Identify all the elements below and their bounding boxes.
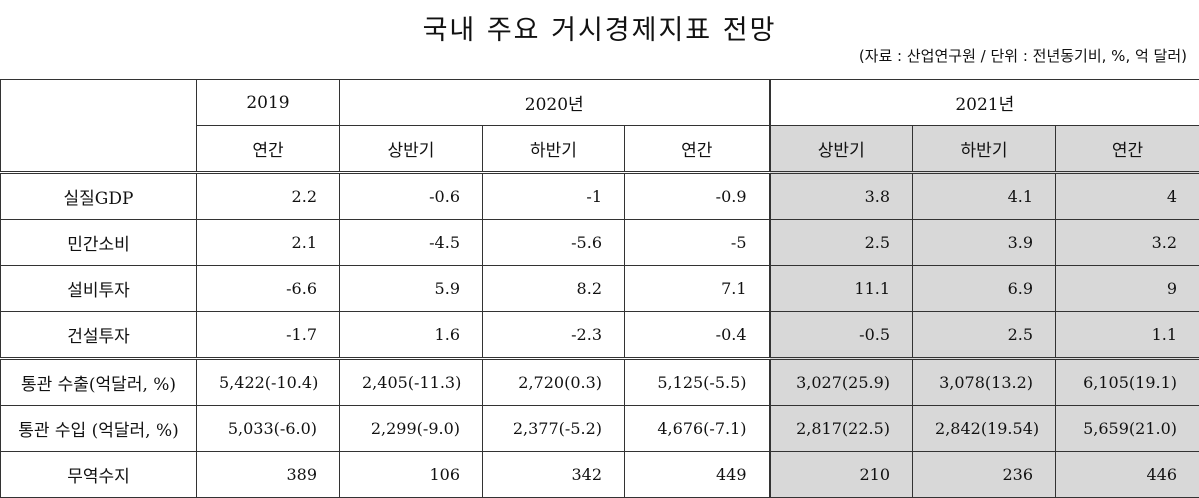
table-cell: 5.9	[340, 266, 483, 312]
table-cell: 2.5	[913, 312, 1056, 359]
header-annual-2021: 연간	[1056, 126, 1199, 173]
table-cell: 6.9	[913, 266, 1056, 312]
table-cell: -5	[625, 220, 770, 266]
table-cell: 389	[197, 452, 340, 498]
page-title: 국내 주요 거시경제지표 전망	[0, 8, 1199, 47]
table-cell: 2,405(-11.3)	[340, 359, 483, 406]
table-cell: 7.1	[625, 266, 770, 312]
table-cell: 8.2	[483, 266, 625, 312]
header-h2-2020: 하반기	[483, 126, 625, 173]
table-cell: 4	[1056, 173, 1199, 220]
table-cell: -2.3	[483, 312, 625, 359]
table-cell: 3.9	[913, 220, 1056, 266]
table-cell: -0.5	[770, 312, 913, 359]
table-cell: 3,027(25.9)	[770, 359, 913, 406]
table-cell: -1.7	[197, 312, 340, 359]
table-cell: 2,817(22.5)	[770, 406, 913, 452]
table-cell: -4.5	[340, 220, 483, 266]
table-cell: 2.1	[197, 220, 340, 266]
table-cell: 2,720(0.3)	[483, 359, 625, 406]
table-cell: 2.2	[197, 173, 340, 220]
table-cell: 2.5	[770, 220, 913, 266]
header-annual-2020: 연간	[625, 126, 770, 173]
header-corner-cell	[1, 80, 197, 173]
table-cell: 9	[1056, 266, 1199, 312]
table-cell: 446	[1056, 452, 1199, 498]
table-cell: 342	[483, 452, 625, 498]
row-label: 설비투자	[1, 266, 197, 312]
table-cell: 2,299(-9.0)	[340, 406, 483, 452]
table-cell: -6.6	[197, 266, 340, 312]
row-label: 실질GDP	[1, 173, 197, 220]
row-label: 무역수지	[1, 452, 197, 498]
table-cell: 3.8	[770, 173, 913, 220]
table-cell: -0.6	[340, 173, 483, 220]
table-cell: 236	[913, 452, 1056, 498]
header-year-2019: 2019	[197, 80, 340, 126]
table-cell: 1.1	[1056, 312, 1199, 359]
header-annual-2019: 연간	[197, 126, 340, 173]
table-cell: 4.1	[913, 173, 1056, 220]
table-cell: -0.4	[625, 312, 770, 359]
table-row: 통관 수입 (억달러, %)5,033(-6.0)2,299(-9.0)2,37…	[1, 406, 1199, 452]
table-cell: 106	[340, 452, 483, 498]
table-cell: 2,377(-5.2)	[483, 406, 625, 452]
table-cell: 2,842(19.54)	[913, 406, 1056, 452]
header-row-years: 2019 2020년 2021년	[1, 80, 1199, 126]
header-h1-2020: 상반기	[340, 126, 483, 173]
row-label: 건설투자	[1, 312, 197, 359]
table-cell: 5,033(-6.0)	[197, 406, 340, 452]
table-cell: 11.1	[770, 266, 913, 312]
indicator-table: 2019 2020년 2021년 연간 상반기 하반기 연간 상반기 하반기 연…	[0, 79, 1199, 498]
row-label: 통관 수출(억달러, %)	[1, 359, 197, 406]
table-cell: 3,078(13.2)	[913, 359, 1056, 406]
table-cell: 5,125(-5.5)	[625, 359, 770, 406]
row-label: 통관 수입 (억달러, %)	[1, 406, 197, 452]
row-label: 민간소비	[1, 220, 197, 266]
header-h1-2021: 상반기	[770, 126, 913, 173]
header-h2-2021: 하반기	[913, 126, 1056, 173]
table-cell: -1	[483, 173, 625, 220]
header-year-2021: 2021년	[770, 80, 1199, 126]
table-cell: 210	[770, 452, 913, 498]
table-cell: 3.2	[1056, 220, 1199, 266]
table-cell: 1.6	[340, 312, 483, 359]
header-year-2020: 2020년	[340, 80, 770, 126]
table-cell: -0.9	[625, 173, 770, 220]
table-cell: -5.6	[483, 220, 625, 266]
table-cell: 6,105(19.1)	[1056, 359, 1199, 406]
table-cell: 4,676(-7.1)	[625, 406, 770, 452]
table-cell: 449	[625, 452, 770, 498]
source-note: (자료 : 산업연구원 / 단위 : 전년동기비, %, 억 달러)	[859, 45, 1187, 66]
table-cell: 5,659(21.0)	[1056, 406, 1199, 452]
table-row: 통관 수출(억달러, %)5,422(-10.4)2,405(-11.3)2,7…	[1, 359, 1199, 406]
table-cell: 5,422(-10.4)	[197, 359, 340, 406]
